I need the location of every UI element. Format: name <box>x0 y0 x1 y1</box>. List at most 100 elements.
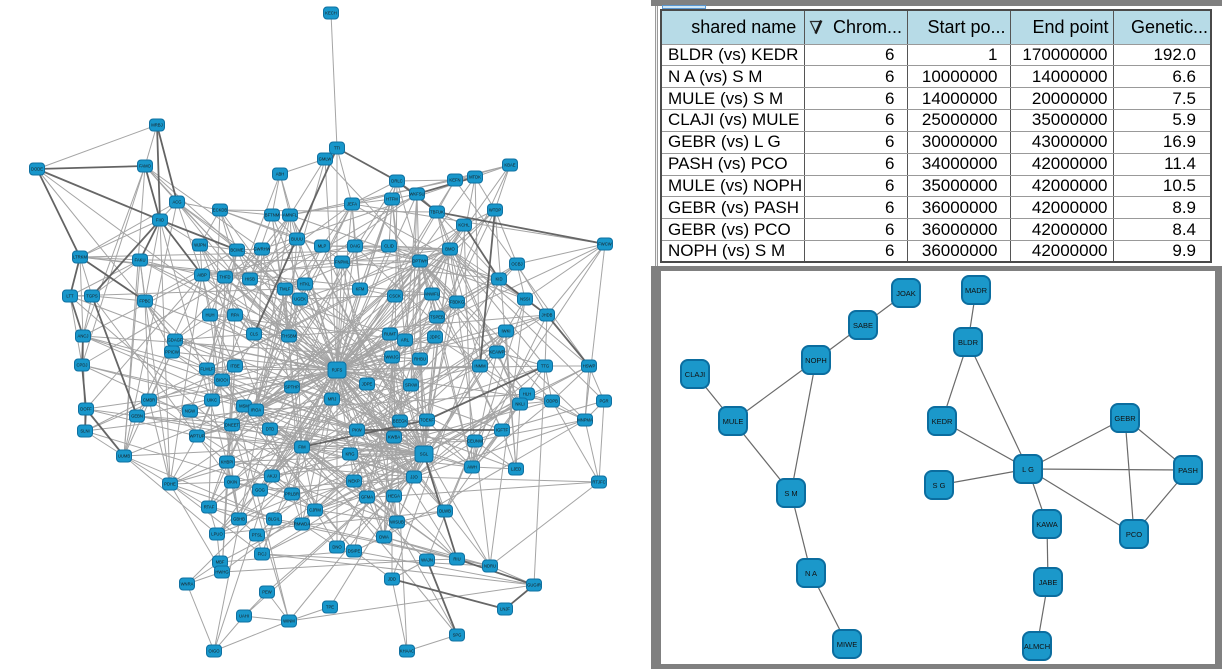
svg-text:KHAAC: KHAAC <box>400 649 414 654</box>
svg-text:PRLBR: PRLBR <box>285 492 299 497</box>
svg-text:NKLI: NKLI <box>515 402 524 407</box>
svg-text:CJRM: CJRM <box>309 508 321 513</box>
svg-text:SFKW: SFKW <box>405 383 417 388</box>
svg-text:HTKL: HTKL <box>300 282 311 287</box>
svg-text:TBFUK: TBFUK <box>430 210 444 215</box>
svg-text:THSBM: THSBM <box>282 334 297 339</box>
svg-text:HSWP: HSWP <box>583 364 596 369</box>
svg-text:HTFM: HTFM <box>386 197 398 202</box>
svg-text:GMLW: GMLW <box>319 157 332 162</box>
svg-text:KECH: KECH <box>325 11 337 16</box>
svg-text:OIGO: OIGO <box>209 649 221 654</box>
svg-text:WJPN: WJPN <box>194 243 206 248</box>
svg-text:KEFN: KEFN <box>449 178 460 183</box>
svg-text:RTAF: RTAF <box>204 505 215 510</box>
svg-text:FWCW: FWCW <box>598 242 612 247</box>
svg-text:LTRKM: LTRKM <box>73 255 87 260</box>
svg-text:BCIME: BCIME <box>230 248 243 253</box>
svg-text:PGR: PGR <box>599 399 608 404</box>
svg-text:SGL: SGL <box>420 452 429 457</box>
svg-text:MRJ: MRJ <box>328 397 337 402</box>
svg-text:CPDJ: CPDJ <box>77 363 88 368</box>
svg-text:ANWFU: ANWFU <box>424 292 439 297</box>
svg-text:JDD: JDD <box>388 577 396 582</box>
svg-text:DNEET: DNEET <box>225 423 240 428</box>
svg-text:KEAWP: KEAWP <box>490 350 505 355</box>
svg-text:MNPMA: MNPMA <box>577 418 593 423</box>
svg-text:NSSI: NSSI <box>520 297 530 302</box>
svg-text:CMBR: CMBR <box>143 398 155 403</box>
svg-text:FNPML: FNPML <box>335 260 350 265</box>
svg-text:UGEK: UGEK <box>294 297 306 302</box>
svg-text:TTG: TTG <box>541 364 549 369</box>
svg-text:UAHI: UAHI <box>239 614 249 619</box>
svg-text:MBF: MBF <box>216 560 225 565</box>
svg-text:KFM: KFM <box>356 287 365 292</box>
svg-text:GUGIR: GUGIR <box>527 583 541 588</box>
svg-text:JJO: JJO <box>410 475 418 480</box>
svg-text:LPUO: LPUO <box>211 532 223 537</box>
svg-text:ANCJ: ANCJ <box>78 334 89 339</box>
svg-text:ITBE: ITBE <box>230 364 240 369</box>
svg-text:JHDB: JHDB <box>542 313 553 318</box>
svg-text:WAJN: WAJN <box>421 558 433 563</box>
svg-text:OKIN: OKIN <box>227 480 237 485</box>
svg-text:PKW: PKW <box>352 428 362 433</box>
svg-text:LTT: LTT <box>66 294 74 299</box>
svg-text:FAMO: FAMO <box>139 164 152 169</box>
svg-text:DNO: DNO <box>332 545 342 550</box>
svg-text:LJED: LJED <box>511 467 521 472</box>
svg-text:TOEKF: TOEKF <box>420 418 434 423</box>
svg-text:BIOOI: BIOOI <box>216 378 228 383</box>
svg-text:FLMLF: FLMLF <box>200 367 214 372</box>
svg-text:DWA: DWA <box>379 535 389 540</box>
svg-text:HLH: HLH <box>523 392 531 397</box>
svg-text:WWJG: WWJG <box>385 355 398 360</box>
svg-text:HUH: HUH <box>205 313 214 318</box>
svg-text:UIKC: UIKC <box>207 398 217 403</box>
svg-text:TTI: TTI <box>334 146 340 151</box>
svg-text:CEUNW: CEUNW <box>467 439 483 444</box>
svg-text:DSIPE: DSIPE <box>348 549 361 554</box>
svg-text:FIIO: FIIO <box>156 218 165 223</box>
svg-text:CLS: CLS <box>250 332 258 337</box>
svg-text:ARL: ARL <box>401 338 410 343</box>
svg-text:NGW: NGW <box>185 409 195 414</box>
svg-text:JEFA: JEFA <box>347 202 357 207</box>
svg-text:CLID: CLID <box>384 244 394 249</box>
svg-text:RJFS: RJFS <box>332 368 343 373</box>
svg-text:OCBJ: OCBJ <box>511 262 522 267</box>
svg-text:FBDKG: FBDKG <box>450 300 464 305</box>
svg-text:KBAE: KBAE <box>504 163 515 168</box>
svg-text:ACG: ACG <box>172 200 181 205</box>
svg-text:BMO: BMO <box>445 247 455 252</box>
svg-text:IGFTF: IGFTF <box>496 428 509 433</box>
svg-text:RHBU: RHBU <box>414 357 426 362</box>
svg-text:RTJFC: RTJFC <box>592 480 605 485</box>
svg-text:RPA: RPA <box>231 313 240 318</box>
svg-text:HWHG: HWHG <box>215 570 228 575</box>
svg-text:GBHB: GBHB <box>233 517 245 522</box>
svg-text:BUUU: BUUU <box>291 237 303 242</box>
svg-text:KCHL: KCHL <box>458 223 470 228</box>
svg-text:IROA: IROA <box>251 408 261 413</box>
svg-text:SPG: SPG <box>453 633 462 638</box>
svg-text:PTSL: PTSL <box>252 533 263 538</box>
svg-text:NDRU: NDRU <box>484 564 496 569</box>
svg-text:JDPC: JDPC <box>430 335 441 340</box>
svg-text:AWH: AWH <box>467 465 477 470</box>
svg-text:SLNI: SLNI <box>80 429 89 434</box>
svg-text:WKFSU: WKFSU <box>409 192 424 197</box>
svg-text:PEW: PEW <box>262 590 272 595</box>
svg-text:FAKU: FAKU <box>135 258 146 263</box>
svg-text:TGPS: TGPS <box>86 294 98 299</box>
svg-text:DOFF: DOFF <box>80 407 92 412</box>
svg-text:ECKDB: ECKDB <box>213 208 228 213</box>
svg-text:TSPEB: TSPEB <box>430 315 444 320</box>
svg-text:WNRA: WNRA <box>181 582 194 587</box>
svg-text:INMM: INMM <box>474 364 486 369</box>
svg-text:HISB: HISB <box>245 277 255 282</box>
svg-text:DRLC: DRLC <box>391 179 402 184</box>
svg-text:MLP: MLP <box>318 244 327 249</box>
svg-text:GDAGF: GDAGF <box>168 338 183 343</box>
